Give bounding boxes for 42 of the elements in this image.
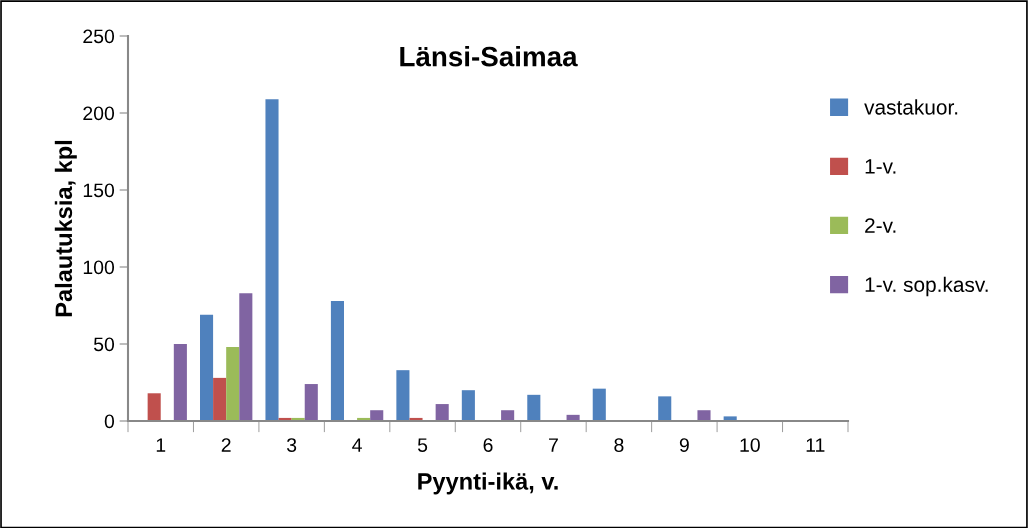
x-tick-label: 5 bbox=[417, 438, 428, 452]
x-tick-label: 6 bbox=[483, 438, 493, 452]
legend-label: 1-v. bbox=[865, 159, 896, 174]
legend-label: vastakuor. bbox=[864, 99, 958, 115]
bar bbox=[697, 410, 711, 421]
bar bbox=[396, 370, 410, 421]
y-tick-label: 50 bbox=[93, 337, 115, 352]
x-tick-label: 11 bbox=[806, 438, 825, 452]
x-tick-label: 10 bbox=[740, 438, 760, 452]
y-tick-label: 200 bbox=[83, 106, 115, 121]
legend-label: 1-v. sop.kasv. bbox=[865, 276, 988, 297]
y-tick-label: 150 bbox=[83, 183, 115, 198]
bar bbox=[200, 314, 214, 421]
bar bbox=[213, 377, 227, 421]
bar bbox=[265, 99, 279, 421]
chart-title: Länsi-Saimaa bbox=[400, 46, 578, 67]
x-tick-label: 3 bbox=[286, 438, 297, 452]
x-tick-label: 8 bbox=[614, 438, 624, 452]
y-tick-label: 250 bbox=[83, 29, 115, 44]
x-tick-label: 1 bbox=[156, 438, 166, 452]
x-tick-label: 2 bbox=[221, 438, 231, 452]
y-tick-label: 100 bbox=[83, 260, 115, 275]
bar bbox=[304, 384, 318, 421]
bar bbox=[330, 300, 344, 421]
x-axis-title: Pyynti-ikä, v. bbox=[418, 472, 558, 495]
bar bbox=[461, 390, 475, 421]
bar bbox=[658, 396, 672, 421]
bar bbox=[370, 410, 384, 421]
x-tick-label: 9 bbox=[679, 438, 689, 452]
bar bbox=[173, 344, 187, 421]
bar bbox=[226, 347, 240, 421]
bar bbox=[435, 404, 449, 421]
x-tick-label: 4 bbox=[352, 438, 362, 452]
bar bbox=[239, 293, 253, 421]
y-tick-label: 0 bbox=[104, 414, 115, 429]
y-axis-title: Palautuksia, kpl bbox=[54, 140, 77, 317]
bar bbox=[527, 394, 541, 421]
bar bbox=[147, 393, 161, 421]
bar bbox=[501, 410, 515, 421]
legend-label: 2-v. bbox=[865, 218, 896, 233]
bar bbox=[592, 388, 606, 421]
x-tick-label: 7 bbox=[549, 438, 558, 452]
